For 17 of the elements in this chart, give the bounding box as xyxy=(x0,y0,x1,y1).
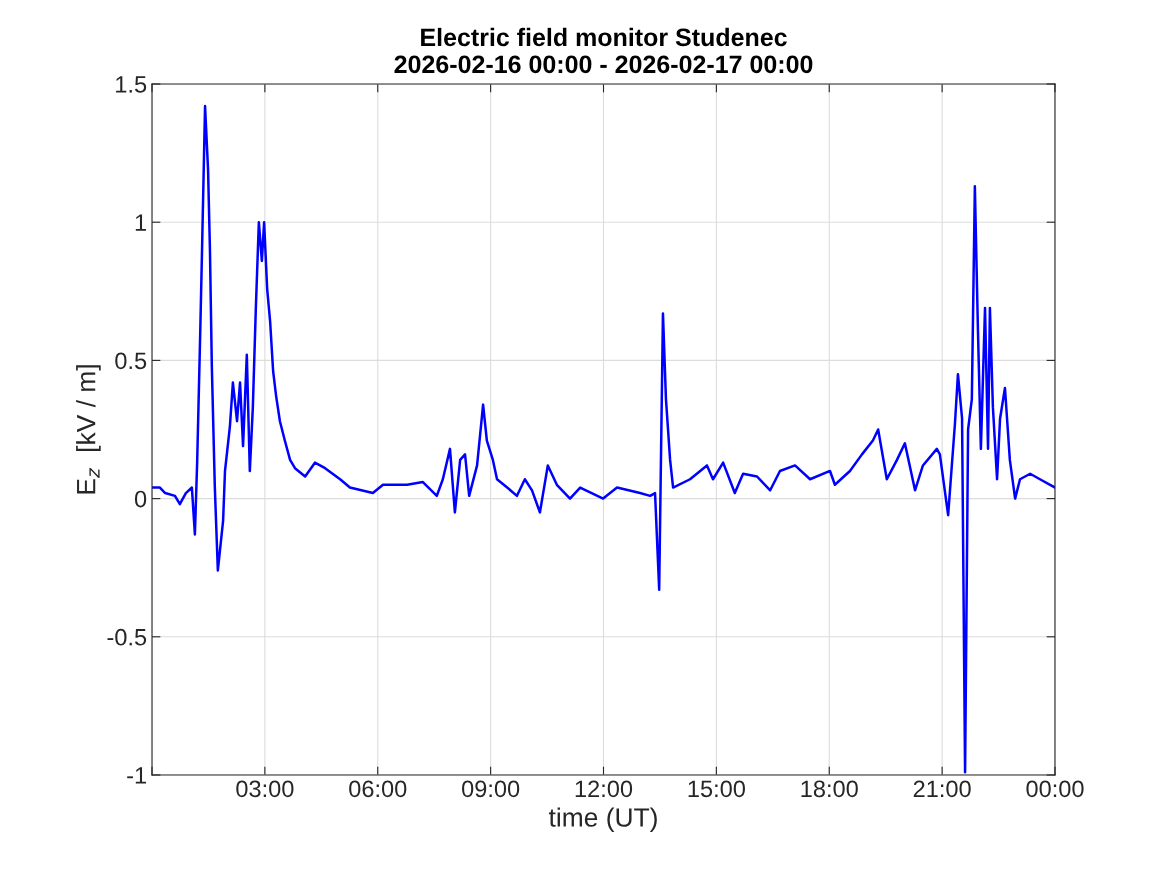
x-tick-label: 21:00 xyxy=(913,780,971,798)
x-tick-label: 12:00 xyxy=(575,780,633,798)
x-tick-label: 03:00 xyxy=(236,780,294,798)
x-tick-label: 18:00 xyxy=(801,780,858,798)
x-axis-title: time (UT) xyxy=(548,807,657,833)
y-tick-label: 0 xyxy=(134,490,147,508)
y-axis-title: E$_{z}$ [kV / m] xyxy=(76,365,101,494)
x-tick-label: 00:00 xyxy=(1026,780,1084,798)
chart-title: Electric field monitor Studenec 2026-02-16 00:00 - 2026-02-17 00:00 xyxy=(394,27,813,74)
y-tick-label: 0.5 xyxy=(115,352,147,370)
y-tick-label: -0.5 xyxy=(107,628,147,646)
x-tick-label: 09:00 xyxy=(462,780,520,798)
y-tick-label: -1 xyxy=(127,767,146,784)
y-tick-label: 1 xyxy=(135,214,146,231)
x-tick-label: 15:00 xyxy=(688,780,745,798)
x-tick-label: 06:00 xyxy=(349,780,407,798)
y-tick-label: 1.5 xyxy=(116,76,147,93)
